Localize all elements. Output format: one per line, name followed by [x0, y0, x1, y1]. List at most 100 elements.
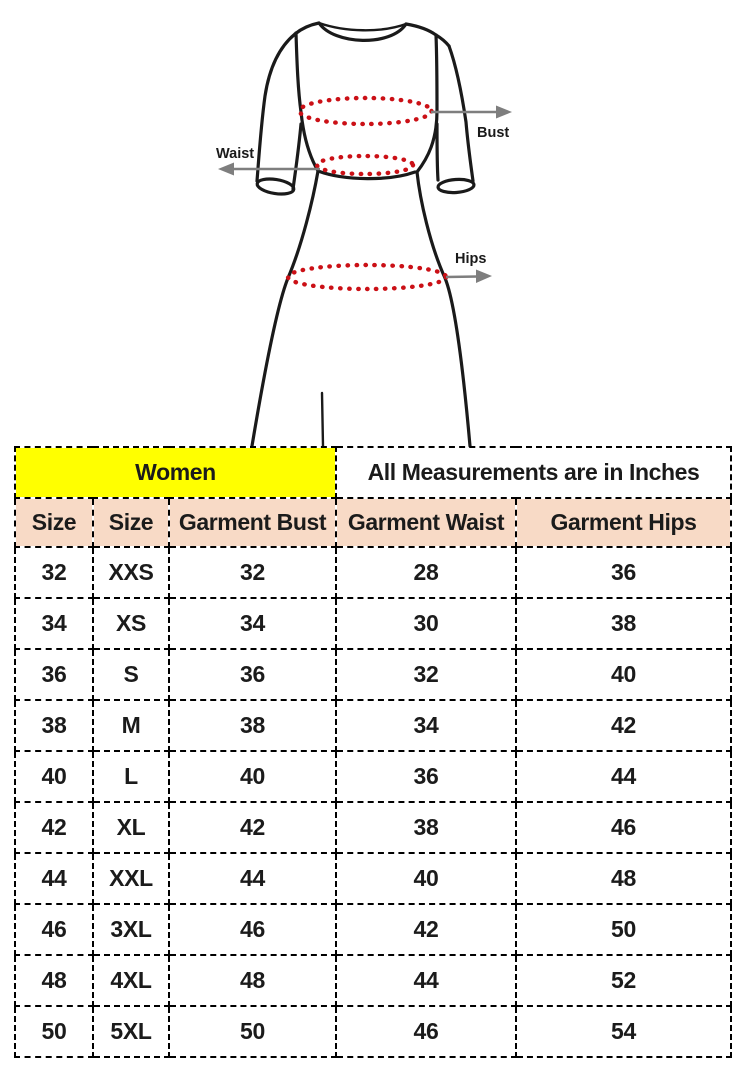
neckline-top-edge: [317, 21, 408, 32]
table-cell: 32: [335, 648, 517, 701]
waist-arrowhead-icon: [218, 162, 234, 176]
table-column-header-row: Size Size Garment Bust Garment Waist Gar…: [14, 497, 733, 548]
table-cell: 40: [14, 750, 94, 803]
bust-measure-ellipse: [297, 95, 434, 127]
left-shoulder: [293, 21, 321, 36]
table-cell: 34: [168, 597, 337, 650]
bust-arrowhead-icon: [496, 105, 512, 119]
table-row: 32 XXS 32 28 36: [14, 546, 733, 599]
neckline-scoop: [317, 21, 408, 42]
right-sleeve-outer: [447, 44, 475, 183]
table-cell: 42: [514, 699, 733, 752]
table-cell: 46: [335, 1005, 517, 1058]
size-table-body: 32 XXS 32 28 36 34 XS 34 30 38 36 S 36 32 40 38 M 38 34 42 4…: [14, 546, 733, 1058]
table-cell: 50: [168, 1005, 337, 1058]
table-row: 40 L 40 36 44: [14, 750, 733, 803]
column-header-size-letter: Size: [92, 497, 170, 548]
table-row: 44 XXL 44 40 48: [14, 852, 733, 905]
table-cell: 40: [335, 852, 517, 905]
table-cell: 32: [168, 546, 337, 599]
table-cell: XL: [92, 801, 170, 854]
table-cell: M: [92, 699, 170, 752]
measurement-annotations: Bust Waist Hips: [216, 105, 512, 283]
table-cell: 40: [168, 750, 337, 803]
table-cell: 50: [14, 1005, 94, 1058]
table-cell: 38: [514, 597, 733, 650]
table-cell: 46: [14, 903, 94, 956]
table-cell: 3XL: [92, 903, 170, 956]
skirt-slit-line: [320, 391, 325, 448]
table-cell: XS: [92, 597, 170, 650]
table-row: 42 XL 42 38 46: [14, 801, 733, 854]
table-cell: 34: [335, 699, 517, 752]
table-cell: XXL: [92, 852, 170, 905]
table-cell: 48: [168, 954, 337, 1007]
table-cell: 34: [14, 597, 94, 650]
right-shoulder: [404, 22, 451, 48]
hips-arrowhead-icon: [476, 269, 492, 283]
table-cell: 28: [335, 546, 517, 599]
right-sleeve-cuff: [436, 177, 476, 195]
column-header-garment-hips: Garment Hips: [514, 497, 733, 548]
table-cell: 44: [14, 852, 94, 905]
table-row: 38 M 38 34 42: [14, 699, 733, 752]
table-row: 34 XS 34 30 38: [14, 597, 733, 650]
table-cell: 44: [335, 954, 517, 1007]
left-sleeve-cuff: [255, 177, 296, 196]
table-cell: 32: [14, 546, 94, 599]
table-cell: S: [92, 648, 170, 701]
table-cell: 38: [168, 699, 337, 752]
table-cell: 46: [514, 801, 733, 854]
women-group-header: Women: [14, 446, 337, 499]
table-cell: 36: [168, 648, 337, 701]
waist-seam: [316, 169, 417, 181]
table-cell: 44: [168, 852, 337, 905]
table-cell: 42: [335, 903, 517, 956]
table-cell: 50: [514, 903, 733, 956]
table-cell: L: [92, 750, 170, 803]
table-cell: 5XL: [92, 1005, 170, 1058]
skirt-left-edge: [250, 169, 320, 448]
table-cell: 36: [514, 546, 733, 599]
table-cell: 38: [14, 699, 94, 752]
hips-label: Hips: [455, 251, 486, 267]
table-row: 48 4XL 48 44 52: [14, 954, 733, 1007]
waist-measure-ellipse: [314, 153, 416, 177]
column-header-size-number: Size: [14, 497, 94, 548]
right-sleeve-inner: [435, 122, 440, 182]
dress-measurement-diagram: Bust Waist Hips: [216, 21, 512, 448]
hips-arrow: [445, 275, 479, 279]
bust-label: Bust: [477, 125, 509, 141]
table-cell: 42: [168, 801, 337, 854]
skirt-right-edge: [415, 170, 472, 448]
left-sleeve-outer: [255, 32, 297, 183]
left-sleeve-inner: [291, 122, 303, 191]
column-header-garment-bust: Garment Bust: [168, 497, 337, 548]
table-cell: XXS: [92, 546, 170, 599]
table-cell: 46: [168, 903, 337, 956]
table-cell: 36: [335, 750, 517, 803]
table-cell: 36: [14, 648, 94, 701]
dress-outline: [250, 21, 476, 448]
table-cell: 44: [514, 750, 733, 803]
table-cell: 42: [14, 801, 94, 854]
table-row: 50 5XL 50 46 54: [14, 1005, 733, 1058]
table-cell: 48: [14, 954, 94, 1007]
waist-label: Waist: [216, 146, 254, 162]
table-cell: 54: [514, 1005, 733, 1058]
table-row: 46 3XL 46 42 50: [14, 903, 733, 956]
table-cell: 52: [514, 954, 733, 1007]
table-cell: 48: [514, 852, 733, 905]
hips-measure-ellipse: [285, 262, 449, 292]
table-cell: 40: [514, 648, 733, 701]
table-cell: 30: [335, 597, 517, 650]
units-group-header: All Measurements are in Inches: [334, 446, 733, 499]
measurement-ellipses: [285, 95, 449, 292]
table-cell: 38: [335, 801, 517, 854]
column-header-garment-waist: Garment Waist: [335, 497, 517, 548]
table-group-header-row: Women All Measurements are in Inches: [14, 446, 733, 499]
table-row: 36 S 36 32 40: [14, 648, 733, 701]
table-cell: 4XL: [92, 954, 170, 1007]
size-chart-table: Women All Measurements are in Inches Siz…: [14, 446, 733, 1058]
